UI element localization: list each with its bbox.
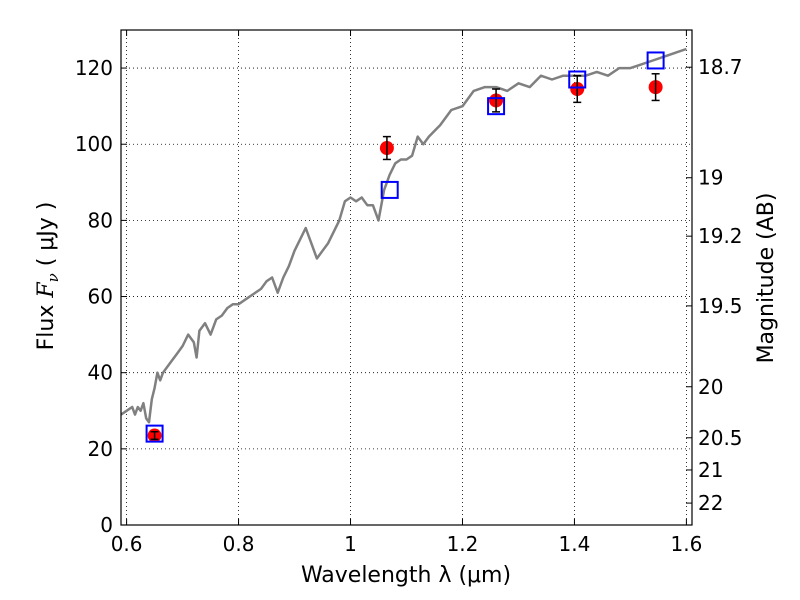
- model-photometry-points: [145, 51, 665, 443]
- y-tick-label: 100: [75, 132, 113, 156]
- y-tick-label: 20: [88, 437, 113, 461]
- y-axis-label-unit: ( μJy ): [34, 202, 59, 274]
- mag-tick-label: 19.2: [698, 224, 743, 248]
- y-axis-label-subscript: ν: [44, 273, 62, 282]
- axis-ticks: 0.6 0.8 1 1.2 1.4 1.6 0 20 40 60 80 100 120 18.7 19 19.…: [75, 30, 743, 556]
- spectrum-line: [121, 47, 687, 424]
- y-tick-label: 0: [100, 513, 113, 537]
- spectrum-line-layer: [121, 47, 687, 424]
- svg-text:Flux Fν ( μJy ): Flux Fν ( μJy ): [34, 202, 62, 351]
- plot-frame: [120, 29, 693, 526]
- model-photometry-point: [646, 51, 665, 70]
- grid-lines: [121, 30, 692, 526]
- x-tick-label: 1.4: [559, 532, 591, 556]
- x-tick-label: 0.8: [223, 532, 255, 556]
- x-axis-label: Wavelength λ (μm): [301, 563, 511, 588]
- mag-tick-label: 21: [698, 458, 723, 482]
- x-tick-label: 1.2: [447, 532, 479, 556]
- x-tick-label: 1: [344, 532, 357, 556]
- model-photometry-point: [487, 97, 506, 116]
- y-tick-label: 120: [75, 56, 113, 80]
- mag-tick-label: 20.5: [698, 426, 743, 450]
- mag-tick-label: 19: [698, 166, 723, 190]
- mag-tick-label: 20: [698, 375, 723, 399]
- model-photometry-point: [568, 70, 587, 89]
- mag-tick-label: 18.7: [698, 55, 743, 79]
- y-tick-label: 40: [88, 361, 113, 385]
- y-tick-label: 80: [88, 208, 113, 232]
- x-tick-label: 1.6: [670, 532, 702, 556]
- model-photometry-point: [380, 180, 399, 199]
- y-tick-label: 60: [88, 285, 113, 309]
- y-axis-label-prefix: Flux: [34, 298, 59, 351]
- mag-tick-label: 22: [698, 491, 723, 515]
- x-tick-label: 0.6: [111, 532, 143, 556]
- mag-tick-label: 19.5: [698, 294, 743, 318]
- model-photometry-point: [145, 424, 164, 443]
- observed-flux-points: [147, 73, 663, 443]
- right-axis-label: Magnitude (AB): [754, 193, 779, 364]
- y-axis-label-symbol: F: [34, 282, 59, 299]
- y-axis-label: Flux Fν ( μJy ): [34, 202, 62, 351]
